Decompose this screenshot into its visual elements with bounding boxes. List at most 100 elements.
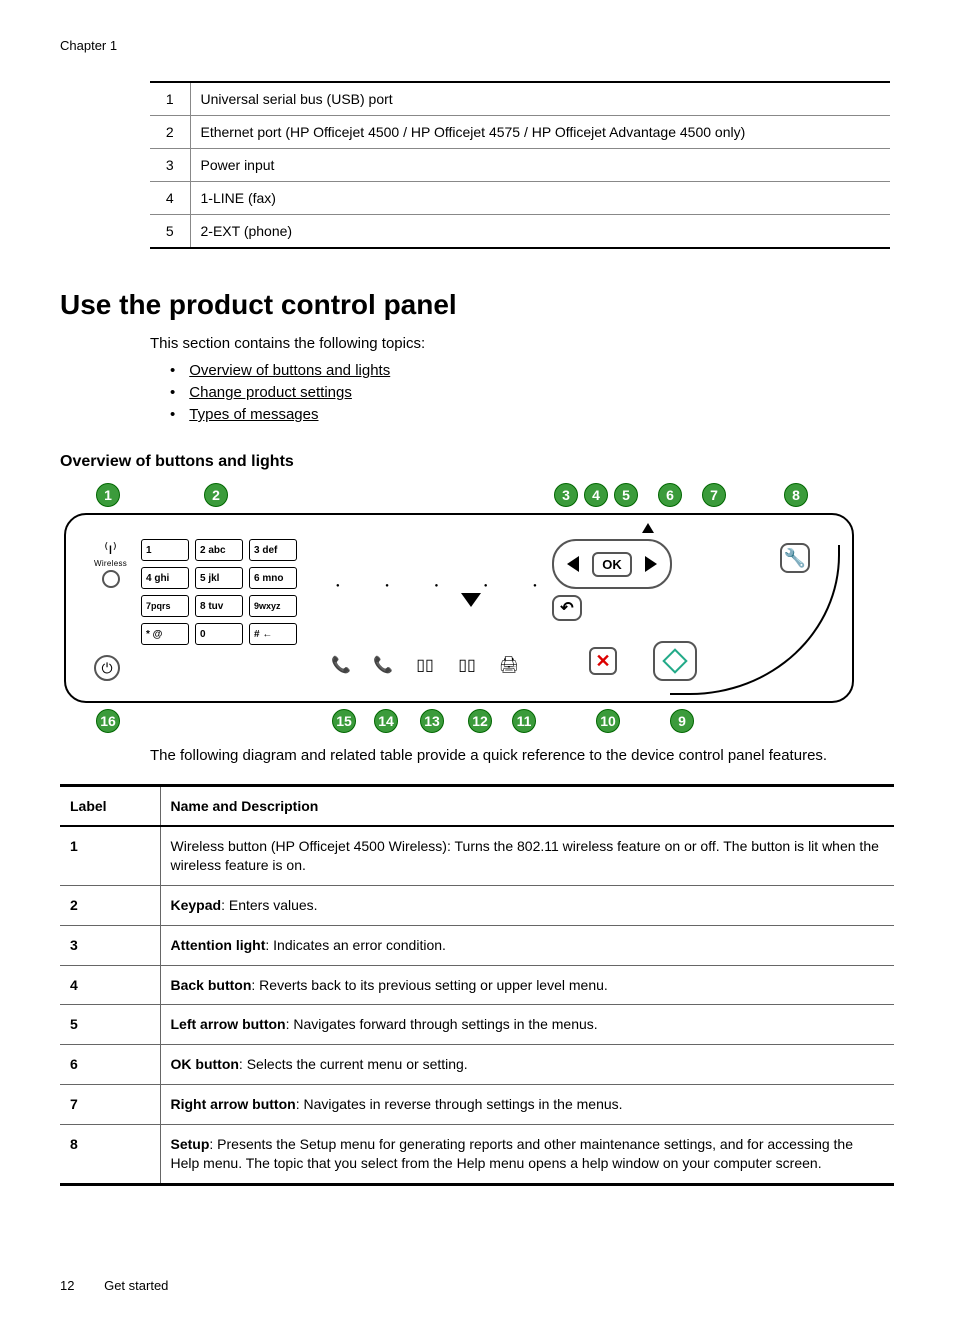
feature-label: 8 (60, 1125, 160, 1185)
key-5: 5 jkl (195, 567, 243, 589)
table-row: 3Power input (150, 149, 890, 182)
feature-desc: Wireless button (HP Officejet 4500 Wirel… (160, 826, 894, 885)
subheading-overview: Overview of buttons and lights (60, 453, 894, 471)
port-num: 3 (150, 149, 190, 182)
callout-3: 3 (554, 483, 578, 507)
topic-link[interactable]: Types of messages (170, 406, 894, 423)
feature-label: 5 (60, 1005, 160, 1045)
callout-16: 16 (96, 709, 120, 733)
chapter-label: Chapter 1 (60, 38, 894, 53)
down-arrow-icon (461, 593, 481, 607)
key-8: 8 tuv (195, 595, 243, 617)
left-arrow-icon (567, 556, 579, 572)
table-row: 1Wireless button (HP Officejet 4500 Wire… (60, 826, 894, 885)
feature-desc: Keypad: Enters values. (160, 885, 894, 925)
table-row: 3Attention light: Indicates an error con… (60, 925, 894, 965)
table-row: 41-LINE (fax) (150, 182, 890, 215)
topic-link[interactable]: Change product settings (170, 384, 894, 401)
feature-desc: Setup: Presents the Setup menu for gener… (160, 1125, 894, 1185)
power-icon: ⏻ (94, 655, 120, 681)
port-desc: 2-EXT (phone) (190, 215, 890, 249)
key-hash: # ← (249, 623, 297, 645)
nav-cluster: OK ↶ (552, 539, 682, 621)
doc-pair-dark-icon: ▯▯ (413, 653, 437, 677)
ports-table: 1Universal serial bus (USB) port 2Ethern… (150, 81, 890, 249)
keypad: 1 2 abc 3 def 4 ghi 5 jkl 6 mno 7pqrs 8 … (141, 539, 297, 645)
wireless-button: ⁽ı⁾ Wireless (94, 539, 127, 590)
port-desc: Universal serial bus (USB) port (190, 82, 890, 116)
ok-button-icon: OK (592, 552, 632, 577)
section-title: Use the product control panel (60, 289, 894, 321)
table-row: 6OK button: Selects the current menu or … (60, 1045, 894, 1085)
page-number: 12 (60, 1278, 74, 1293)
callout-8: 8 (784, 483, 808, 507)
wireless-text: Wireless (94, 559, 127, 568)
right-arrow-icon (645, 556, 657, 572)
key-7: 7pqrs (141, 595, 189, 617)
back-arrow-icon: ↶ (552, 595, 582, 621)
control-panel-diagram: 1 2 3 4 5 6 7 8 ⁽ı⁾ Wireless 1 2 abc 3 d… (64, 483, 894, 739)
port-num: 1 (150, 82, 190, 116)
page-footer: 12 Get started (60, 1278, 168, 1293)
feature-desc: Left arrow button: Navigates forward thr… (160, 1005, 894, 1045)
callout-9: 9 (670, 709, 694, 733)
intro-text: This section contains the following topi… (150, 335, 894, 352)
callout-10: 10 (596, 709, 620, 733)
feature-desc: Attention light: Indicates an error cond… (160, 925, 894, 965)
feature-table: Label Name and Description 1Wireless but… (60, 784, 894, 1186)
feature-label: 7 (60, 1085, 160, 1125)
phone-dark-icon: 📞 (329, 653, 353, 677)
key-4: 4 ghi (141, 567, 189, 589)
feature-label: 1 (60, 826, 160, 885)
callout-11: 11 (512, 709, 536, 733)
wireless-icon: ⁽ı⁾ (94, 539, 127, 559)
diagram-caption: The following diagram and related table … (150, 745, 890, 766)
key-2: 2 abc (195, 539, 243, 561)
feature-desc: OK button: Selects the current menu or s… (160, 1045, 894, 1085)
key-star: * @ (141, 623, 189, 645)
callout-12: 12 (468, 709, 492, 733)
port-desc: Ethernet port (HP Officejet 4500 / HP Of… (190, 116, 890, 149)
table-row: 1Universal serial bus (USB) port (150, 82, 890, 116)
port-desc: Power input (190, 149, 890, 182)
callout-6: 6 (658, 483, 682, 507)
key-6: 6 mno (249, 567, 297, 589)
topic-link[interactable]: Overview of buttons and lights (170, 362, 894, 379)
table-row: 7Right arrow button: Navigates in revers… (60, 1085, 894, 1125)
topic-list: Overview of buttons and lights Change pr… (170, 362, 894, 423)
doc-pair-light-icon: ▯▯ (455, 653, 479, 677)
callout-13: 13 (420, 709, 444, 733)
cancel-icon: ✕ (589, 647, 617, 675)
scan-icon: 🖨 (497, 653, 521, 677)
callout-2: 2 (204, 483, 228, 507)
table-row: 2Keypad: Enters values. (60, 885, 894, 925)
port-num: 4 (150, 182, 190, 215)
feature-desc: Back button: Reverts back to its previou… (160, 965, 894, 1005)
feature-label: 3 (60, 925, 160, 965)
table-row: 2Ethernet port (HP Officejet 4500 / HP O… (150, 116, 890, 149)
port-num: 5 (150, 215, 190, 249)
table-row: 5Left arrow button: Navigates forward th… (60, 1005, 894, 1045)
indicator-dots: ● ● ● ● ● (336, 583, 559, 589)
setup-wrench-icon: 🔧 (780, 543, 810, 573)
start-diamond-icon (653, 641, 697, 681)
col-desc: Name and Description (160, 786, 894, 827)
callout-14: 14 (374, 709, 398, 733)
footer-section: Get started (104, 1278, 168, 1293)
callout-7: 7 (702, 483, 726, 507)
key-0: 0 (195, 623, 243, 645)
key-3: 3 def (249, 539, 297, 561)
feature-label: 6 (60, 1045, 160, 1085)
callout-4: 4 (584, 483, 608, 507)
phone-light-icon: 📞 (371, 653, 395, 677)
key-1: 1 (141, 539, 189, 561)
callout-1: 1 (96, 483, 120, 507)
col-label: Label (60, 786, 160, 827)
table-row: 4Back button: Reverts back to its previo… (60, 965, 894, 1005)
table-row: 52-EXT (phone) (150, 215, 890, 249)
key-9: 9wxyz (249, 595, 297, 617)
port-num: 2 (150, 116, 190, 149)
port-desc: 1-LINE (fax) (190, 182, 890, 215)
device-outline: ⁽ı⁾ Wireless 1 2 abc 3 def 4 ghi 5 jkl 6… (64, 513, 854, 703)
feature-label: 4 (60, 965, 160, 1005)
